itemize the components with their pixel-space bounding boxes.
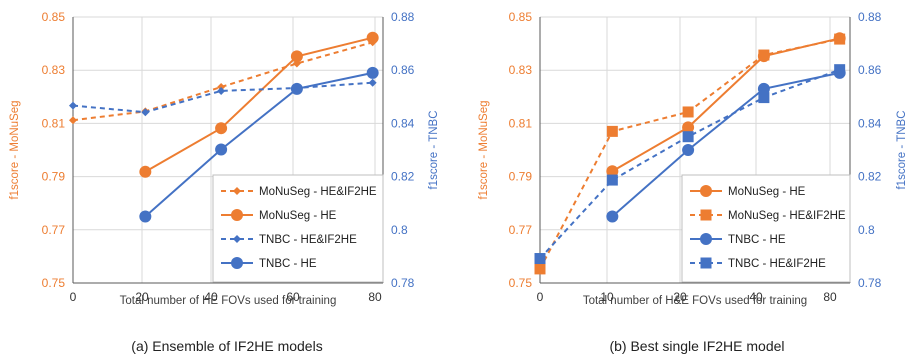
chart-ensemble: 0.75 0.78 0.77 0.8 0.79 0.82 0.81 0.84 0.83 0.86 0… bbox=[9, 10, 440, 354]
legend-marker bbox=[700, 257, 712, 269]
y-tick-right: 0.84 bbox=[391, 116, 415, 130]
x-tick: 80 bbox=[368, 290, 382, 304]
data-point bbox=[139, 165, 152, 178]
chart-caption: (a) Ensemble of IF2HE models bbox=[131, 338, 322, 354]
data-point bbox=[366, 31, 379, 44]
legend-marker bbox=[700, 233, 712, 245]
data-point bbox=[606, 165, 619, 178]
y-tick-right: 0.86 bbox=[858, 63, 882, 77]
series-line bbox=[144, 71, 373, 218]
data-point bbox=[215, 143, 228, 156]
data-point bbox=[834, 33, 846, 45]
legend-label: MoNuSeg - HE&IF2HE bbox=[728, 210, 846, 222]
data-point bbox=[368, 78, 377, 87]
y-tick-right: 0.88 bbox=[858, 10, 882, 24]
data-point bbox=[534, 263, 546, 275]
y-tick-right: 0.82 bbox=[858, 170, 882, 184]
legend-marker bbox=[233, 187, 241, 195]
x-tick: 40 bbox=[204, 290, 218, 304]
series-line bbox=[539, 38, 840, 270]
data-point bbox=[757, 82, 770, 95]
data-point bbox=[141, 108, 150, 117]
y-tick-left: 0.77 bbox=[42, 223, 66, 237]
data-point bbox=[606, 125, 618, 137]
legend-marker bbox=[231, 257, 243, 269]
y-tick-right: 0.8 bbox=[391, 223, 408, 237]
legend-label: TNBC - HE bbox=[728, 234, 786, 246]
chart-best-single: 0.75 0.78 0.77 0.8 0.79 0.82 0.81 0.84 0.83 0.86 0… bbox=[478, 10, 908, 354]
legend-marker bbox=[700, 209, 712, 221]
y-axis-label-right: f1score - TNBC bbox=[428, 110, 440, 189]
legend-label: MoNuSeg - HE bbox=[259, 210, 337, 222]
data-point bbox=[290, 82, 303, 95]
y-tick-left: 0.81 bbox=[509, 116, 533, 130]
legend-label: TNBC - HE bbox=[259, 258, 317, 270]
y-axis-label-right: f1score - TNBC bbox=[896, 110, 908, 189]
legend: MoNuSeg - HE MoNuSeg - HE&IF2HE TNBC - HE T… bbox=[681, 174, 851, 283]
y-tick-left: 0.83 bbox=[509, 63, 533, 77]
data-point bbox=[682, 131, 694, 143]
data-point bbox=[758, 92, 770, 104]
data-point bbox=[139, 210, 152, 223]
legend-label: MoNuSeg - HE&IF2HE bbox=[259, 186, 377, 198]
data-point bbox=[215, 122, 228, 135]
data-point bbox=[606, 210, 619, 223]
y-tick-right: 0.88 bbox=[391, 10, 415, 24]
data-point bbox=[534, 253, 546, 265]
y-axis-label-left: f1score - MoNuSeg bbox=[9, 100, 21, 199]
y-tick-left: 0.79 bbox=[42, 170, 66, 184]
data-point bbox=[682, 121, 695, 134]
legend-marker bbox=[233, 235, 241, 243]
x-tick: 60 bbox=[286, 290, 300, 304]
legend: MoNuSeg - HE&IF2HE MoNuSeg - HE TNBC - HE&… bbox=[212, 174, 384, 283]
legend-label: MoNuSeg - HE bbox=[728, 186, 806, 198]
x-tick: 20 bbox=[673, 290, 687, 304]
y-tick-left: 0.77 bbox=[509, 223, 533, 237]
chart-caption: (b) Best single IF2HE model bbox=[609, 338, 784, 354]
x-tick: 80 bbox=[823, 290, 837, 304]
x-axis-label: Total number of H&E FOVs used for traini… bbox=[583, 295, 807, 307]
legend-marker bbox=[231, 209, 243, 221]
y-tick-right: 0.8 bbox=[858, 223, 875, 237]
series-line bbox=[611, 71, 840, 218]
y-tick-right: 0.86 bbox=[391, 63, 415, 77]
y-tick-left: 0.75 bbox=[42, 276, 66, 290]
data-point bbox=[69, 101, 77, 110]
y-tick-left: 0.79 bbox=[509, 170, 533, 184]
y-tick-right: 0.84 bbox=[858, 116, 882, 130]
x-tick: 40 bbox=[749, 290, 763, 304]
x-tick: 0 bbox=[70, 290, 77, 304]
y-axis-label-left: f1score - MoNuSeg bbox=[478, 100, 490, 199]
data-point bbox=[758, 49, 770, 61]
legend-marker bbox=[700, 185, 712, 197]
legend-label: TNBC - HE&IF2HE bbox=[259, 234, 357, 246]
data-point bbox=[366, 66, 379, 79]
y-tick-left: 0.75 bbox=[509, 276, 533, 290]
series-line bbox=[144, 36, 373, 173]
data-point bbox=[606, 174, 618, 186]
x-tick: 0 bbox=[537, 290, 544, 304]
x-axis-label: Total number of HE FOVs used for trainin… bbox=[120, 295, 337, 307]
y-tick-right: 0.82 bbox=[391, 170, 415, 184]
x-tick: 20 bbox=[135, 290, 149, 304]
y-tick-right: 0.78 bbox=[858, 276, 882, 290]
y-tick-left: 0.85 bbox=[42, 10, 66, 24]
data-point bbox=[682, 106, 694, 118]
y-tick-left: 0.81 bbox=[42, 116, 66, 130]
data-point bbox=[217, 86, 226, 95]
series-line bbox=[611, 37, 840, 173]
y-tick-left: 0.83 bbox=[42, 63, 66, 77]
legend-label: TNBC - HE&IF2HE bbox=[728, 258, 826, 270]
x-tick: 10 bbox=[600, 290, 614, 304]
data-point bbox=[834, 64, 846, 76]
series-line bbox=[72, 41, 373, 122]
data-point bbox=[290, 50, 303, 63]
y-tick-right: 0.78 bbox=[391, 276, 415, 290]
data-point bbox=[682, 144, 695, 156]
data-point bbox=[69, 116, 77, 125]
series-line bbox=[72, 81, 373, 114]
y-tick-left: 0.85 bbox=[509, 10, 533, 24]
